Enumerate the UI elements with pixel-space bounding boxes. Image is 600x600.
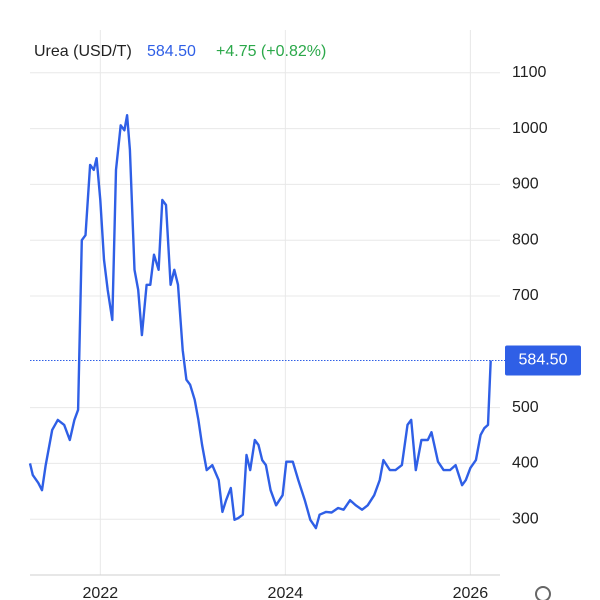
y-tick-label: 1100	[512, 64, 547, 81]
x-tick-label: 2026	[453, 585, 489, 600]
price: 584.50	[147, 43, 196, 60]
last-price-label: 584.50	[519, 352, 568, 369]
gear[interactable]	[535, 586, 551, 600]
y-tick-label: 700	[512, 287, 539, 304]
y-tick-label: 400	[512, 455, 539, 472]
y-tick-label: 300	[512, 510, 539, 527]
price-line	[28, 114, 492, 530]
change: +4.75 (+0.82%)	[216, 43, 326, 60]
last-price-box	[505, 345, 581, 376]
y-tick-label: 900	[512, 176, 539, 193]
y-tick-label: 800	[512, 231, 539, 248]
y-tick-label: 1000	[512, 120, 548, 137]
chart-title: Urea (USD/T)	[34, 43, 132, 60]
x-tick-label: 2024	[268, 585, 304, 600]
x-tick-label: 2022	[83, 585, 119, 600]
settings-icon[interactable]	[535, 586, 551, 600]
y-tick-label: 500	[512, 399, 539, 416]
